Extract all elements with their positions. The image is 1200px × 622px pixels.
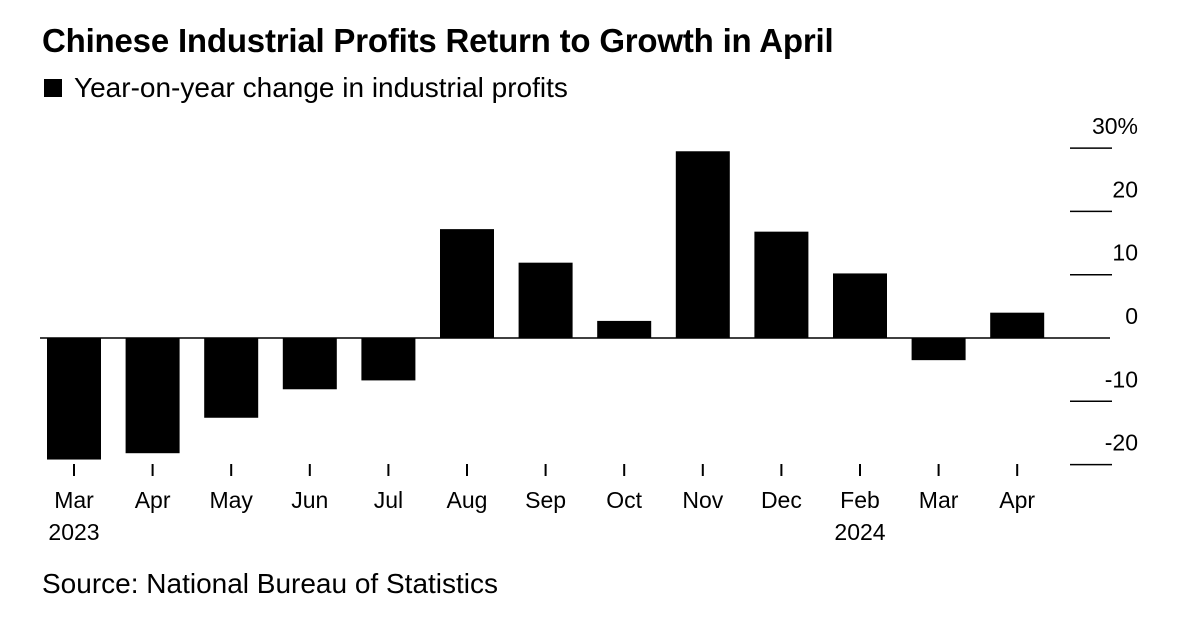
bar: [518, 262, 573, 338]
bar: [990, 312, 1045, 338]
y-tick-label: 10: [1112, 240, 1138, 266]
x-tick-label: Sep: [525, 487, 566, 513]
x-tick-label: Jul: [374, 487, 403, 513]
x-year-label: 2023: [48, 519, 99, 545]
bar: [754, 231, 809, 338]
x-tick-label: Mar: [54, 487, 94, 513]
bar-chart: 30% 20 10 0 -10 -20 Mar 2023 Apr May Jun Jul Aug Sep O…: [40, 113, 1138, 545]
bar: [204, 338, 259, 418]
y-tick-label: -20: [1105, 430, 1138, 456]
x-tick-label: Nov: [682, 487, 723, 513]
y-tick-label: -10: [1105, 366, 1138, 392]
x-tick-label: May: [209, 487, 253, 513]
bar: [440, 229, 494, 338]
bar: [361, 338, 416, 381]
x-year-label: 2024: [834, 519, 885, 545]
x-tick-label: Apr: [135, 487, 171, 513]
y-tick-label: 20: [1112, 176, 1138, 202]
x-tick-label: Aug: [447, 487, 488, 513]
bar: [911, 338, 966, 361]
y-tick-label: 0: [1125, 303, 1138, 329]
legend: Year-on-year change in industrial profit…: [44, 72, 568, 104]
legend-swatch: [44, 79, 62, 97]
x-tick-label: Jun: [291, 487, 328, 513]
bar: [125, 338, 180, 454]
y-tick-label: 30%: [1092, 113, 1138, 139]
source-note: Source: National Bureau of Statistics: [42, 568, 499, 599]
bar: [597, 320, 652, 338]
x-tick-label: Apr: [999, 487, 1035, 513]
x-tick-label: Oct: [606, 487, 642, 513]
legend-label: Year-on-year change in industrial profit…: [74, 72, 568, 103]
x-tick-label: Feb: [840, 487, 880, 513]
bar: [47, 338, 101, 460]
bar: [833, 273, 887, 338]
x-tick-label: Dec: [761, 487, 802, 513]
x-tick-label: Mar: [919, 487, 959, 513]
bar: [282, 338, 337, 390]
chart-title: Chinese Industrial Profits Return to Gro…: [42, 22, 834, 59]
bar: [675, 151, 730, 338]
